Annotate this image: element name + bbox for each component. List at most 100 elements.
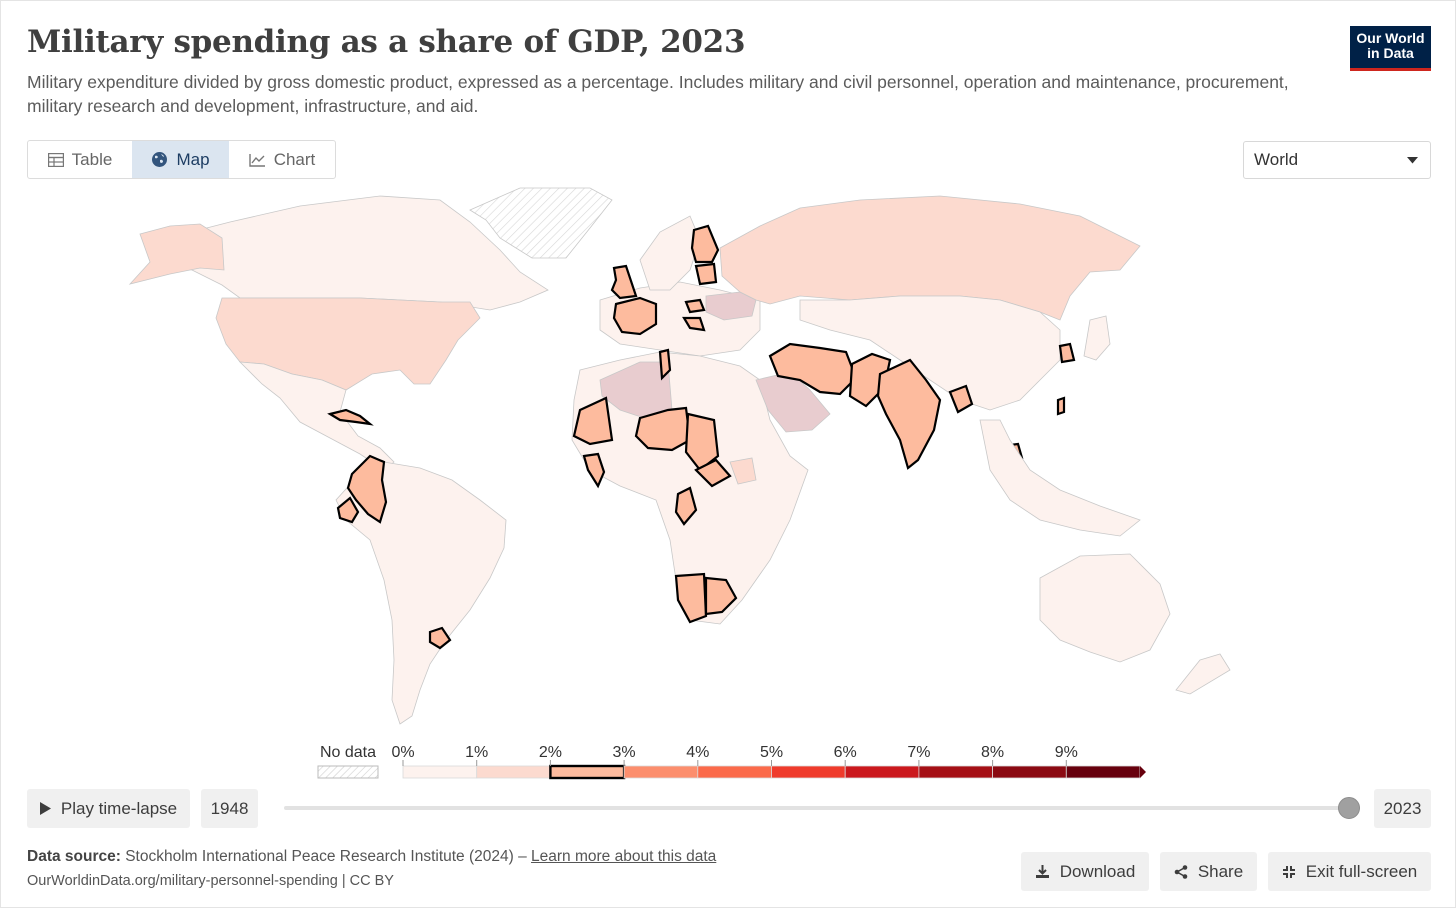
tab-table-label: Table [71, 149, 113, 169]
tab-chart-label: Chart [273, 149, 316, 169]
end-year[interactable]: 2023 [1374, 789, 1431, 828]
india[interactable] [876, 358, 942, 470]
legend-bin-0[interactable] [402, 765, 478, 779]
color-legend: No data 0% 1% 2% 3% 4% 5% 6% 7% 8% 9% [317, 744, 1146, 780]
legend-tick-9: 9% [1055, 744, 1078, 761]
japan[interactable] [1083, 315, 1111, 361]
download-icon [1035, 865, 1049, 878]
iraq-iran[interactable] [768, 342, 858, 396]
timeline-track[interactable] [284, 806, 1350, 810]
share-icon [1174, 864, 1188, 879]
greenland[interactable] [469, 187, 613, 259]
legend-bin-1[interactable] [476, 765, 551, 779]
exit-fullscreen-icon [1282, 865, 1295, 878]
download-button[interactable]: Download [1021, 852, 1149, 891]
exit-fullscreen-label: Exit full-screen [1305, 861, 1418, 881]
canada[interactable] [149, 195, 549, 311]
download-label: Download [1059, 861, 1136, 881]
legend-bin-7[interactable] [918, 765, 994, 779]
russia[interactable] [719, 195, 1141, 321]
learn-more-link[interactable]: Learn more about this data [531, 848, 717, 865]
alaska[interactable] [128, 223, 225, 285]
south-sudan[interactable] [729, 457, 757, 485]
legend-bin-5[interactable] [771, 765, 846, 779]
uruguay[interactable] [428, 626, 452, 650]
source-url[interactable]: OurWorldinData.org/military-personnel-sp… [27, 873, 394, 889]
source-label: Data source: [27, 848, 121, 865]
cuba[interactable] [327, 408, 374, 426]
baltics[interactable] [694, 262, 718, 286]
legend-tick-8: 8% [981, 744, 1004, 761]
legend-bin-8[interactable] [992, 765, 1067, 779]
data-source: Data source: Stockholm International Pea… [27, 848, 716, 866]
legend-tick-3: 3% [613, 744, 636, 761]
mali-niger[interactable] [634, 406, 692, 452]
southeast-asia[interactable] [979, 419, 1141, 537]
region-select-value: World [1254, 150, 1299, 169]
croatia[interactable] [682, 316, 706, 332]
region-select[interactable]: World [1243, 141, 1431, 179]
legend-arrow [1140, 766, 1146, 778]
taiwan[interactable] [1056, 396, 1066, 416]
legend-bin-3[interactable] [623, 765, 699, 779]
subtitle: Military expenditure divided by gross do… [27, 72, 1289, 116]
share-button[interactable]: Share [1160, 852, 1257, 891]
share-label: Share [1197, 861, 1244, 881]
globe-icon [152, 152, 168, 167]
legend-no-data-label: No data [320, 744, 376, 761]
view-tabs: Table Map Chart [27, 140, 336, 179]
tab-chart[interactable]: Chart [229, 141, 335, 178]
legend-tick-2: 2% [539, 744, 562, 761]
mexico[interactable] [238, 361, 395, 471]
australia[interactable] [1039, 553, 1171, 663]
new-zealand[interactable] [1175, 653, 1231, 695]
table-icon [47, 152, 64, 167]
ecuador[interactable] [336, 496, 360, 524]
source-text: Stockholm International Peace Research I… [125, 848, 532, 865]
tunisia[interactable] [658, 348, 672, 381]
legend-bin-9[interactable] [1065, 765, 1141, 779]
legend-bins: 0% 1% 2% 3% 4% 5% 6% 7% 8% 9% [391, 744, 1146, 780]
asia[interactable] [799, 295, 1061, 411]
bangladesh[interactable] [948, 384, 974, 414]
france[interactable] [612, 296, 658, 336]
south-korea[interactable] [1058, 342, 1076, 364]
world-map [128, 187, 1231, 725]
legend-tick-7: 7% [907, 744, 930, 761]
legend-tick-5: 5% [760, 744, 783, 761]
finland[interactable] [690, 224, 720, 264]
start-year[interactable]: 1948 [201, 789, 258, 828]
united-kingdom[interactable] [610, 264, 638, 300]
legend-no-data-swatch[interactable] [317, 765, 379, 779]
legend-tick-1: 1% [465, 744, 488, 761]
legend-bin-2[interactable] [549, 764, 626, 780]
mauritania[interactable] [572, 396, 614, 446]
legend-tick-6: 6% [834, 744, 857, 761]
legend-tick-0: 0% [391, 744, 414, 761]
car[interactable] [694, 458, 732, 488]
play-icon [39, 802, 51, 815]
line-chart-icon [249, 153, 265, 167]
botswana[interactable] [704, 576, 738, 616]
guinea[interactable] [582, 452, 606, 489]
colombia[interactable] [346, 454, 388, 524]
exit-fullscreen-button[interactable]: Exit full-screen [1268, 852, 1431, 891]
legend-bin-4[interactable] [697, 765, 772, 779]
legend-tick-4: 4% [686, 744, 709, 761]
play-button-label: Play time-lapse [60, 798, 178, 818]
south-america[interactable] [335, 461, 507, 725]
logo-line-1: Our World [1356, 30, 1425, 46]
namibia[interactable] [674, 572, 708, 624]
tab-map-label: Map [176, 149, 210, 169]
legend-bin-6[interactable] [844, 765, 920, 779]
owid-logo[interactable]: Our World in Data [1350, 26, 1431, 71]
timeline-handle[interactable] [1338, 797, 1360, 819]
logo-line-2: in Data [1367, 45, 1414, 61]
tab-map[interactable]: Map [132, 141, 229, 178]
play-button[interactable]: Play time-lapse [27, 789, 190, 828]
page-title: Military spending as a share of GDP, 202… [27, 24, 746, 60]
scandinavia[interactable] [639, 215, 701, 291]
congo-gabon[interactable] [674, 486, 698, 526]
slovakia[interactable] [684, 298, 706, 314]
tab-table[interactable]: Table [28, 141, 132, 178]
